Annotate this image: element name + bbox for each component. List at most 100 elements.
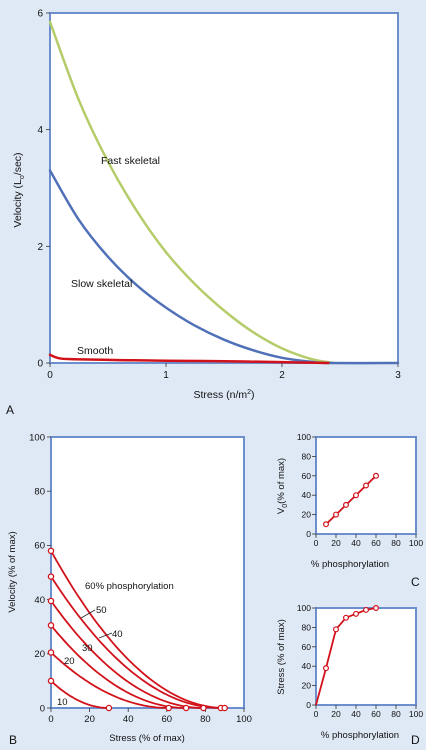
x-tick-label: 20 (84, 714, 95, 725)
y-tick-label: 0 (40, 703, 45, 714)
data-point (323, 521, 330, 528)
x-tick-label: 0 (47, 370, 53, 381)
panel-d-xlabel: % phosphorylation (321, 730, 399, 741)
x-tick-label: 60 (371, 538, 381, 548)
data-point (333, 626, 340, 633)
y-tick-label: 60 (302, 471, 312, 481)
panel-b-ticks: 0 20 40 60 80 100 0 20 40 60 80 100 (29, 432, 252, 725)
data-point (343, 614, 350, 621)
curve-20 (50, 651, 169, 709)
data-point (363, 606, 370, 613)
panel-label-d: D (411, 733, 420, 747)
panel-b-plot-area (50, 436, 245, 709)
x-tick-label: 40 (351, 538, 361, 548)
y-tick-label: 40 (34, 595, 45, 606)
y-tick-label: 100 (29, 432, 45, 443)
curve-label-30: 30 (82, 643, 93, 654)
marker-y-30 (47, 622, 55, 629)
y-tick-label: 6 (37, 9, 43, 20)
x-tick-label: 40 (123, 714, 134, 725)
x-tick-label: 2 (279, 370, 285, 381)
x-tick-label: 20 (331, 538, 341, 548)
panel-c-ylabel: V0(% of max) (276, 458, 289, 514)
panel-a-plot-area (49, 12, 399, 364)
x-tick-label: 100 (409, 709, 423, 719)
panel-a-xlabel: Stress (n/m2) (193, 389, 254, 401)
y-tick-label: 0 (37, 359, 43, 370)
x-tick-label: 80 (391, 709, 401, 719)
marker-y-10 (47, 677, 55, 685)
y-tick-label: 80 (302, 451, 312, 461)
y-tick-label: 40 (302, 661, 312, 671)
panel-label-a: A (6, 403, 14, 417)
y-tick-label: 0 (306, 529, 311, 539)
panel-label-b: B (9, 733, 17, 747)
y-tick-label: 20 (34, 649, 45, 660)
curve-label-40: 40 (112, 629, 123, 640)
panel-b: 0 20 40 60 80 100 0 20 40 60 80 100 60% phosphoryla… (7, 432, 252, 747)
curve-10 (50, 680, 109, 709)
marker-y-40 (47, 597, 55, 605)
marker-x-40 (200, 704, 207, 712)
x-tick-label: 80 (391, 538, 401, 548)
panel-a: 0 1 2 3 0 2 4 6 Fast skeletal Slow skeletal Smo… (6, 9, 401, 418)
panel-a-curves (48, 20, 400, 365)
x-tick-label: 0 (48, 714, 53, 725)
x-tick-label: 1 (163, 370, 169, 381)
marker-x-60-phosphorylation (221, 704, 228, 712)
panel-d-ticks: 0 20 40 60 80 100 0 20 40 60 80 100 (297, 603, 424, 719)
panel-b-xlabel: Stress (% of max) (109, 733, 185, 744)
panel-d-plot-area (315, 607, 417, 706)
data-point (343, 501, 350, 508)
fast-skeletal-label: Fast skeletal (101, 155, 160, 167)
y-tick-label: 60 (34, 541, 45, 552)
x-tick-label: 0 (314, 709, 319, 719)
marker-y-60-phosphorylation (47, 547, 55, 555)
data-point (323, 665, 330, 672)
y-tick-label: 100 (297, 603, 311, 613)
marker-x-20 (165, 704, 172, 712)
data-point (333, 511, 340, 518)
curve-50 (50, 576, 221, 709)
y-tick-label: 4 (37, 125, 43, 136)
x-tick-label: 20 (331, 709, 341, 719)
panel-b-ylabel: Velocity (% of max) (7, 531, 18, 612)
y-tick-label: 100 (297, 432, 311, 442)
data-point (373, 604, 380, 611)
panel-c-curve (323, 472, 380, 528)
x-tick-label: 0 (314, 538, 319, 548)
y-tick-label: 0 (306, 700, 311, 710)
fast-skeletal-curve (48, 20, 336, 365)
panel-c-ticks: 0 20 40 60 80 100 0 20 40 60 80 100 (297, 432, 424, 548)
y-tick-label: 20 (302, 681, 312, 691)
y-tick-label: 20 (302, 510, 312, 520)
panel-d-curve (315, 604, 380, 706)
panel-label-c: C (411, 575, 420, 589)
data-point (363, 482, 370, 489)
curve-30 (50, 624, 187, 709)
x-tick-label: 40 (351, 709, 361, 719)
panel-a-ticks: 0 1 2 3 0 2 4 6 (37, 9, 401, 382)
panel-d: 0 20 40 60 80 100 0 20 40 60 80 100 % phosphorylati… (276, 603, 423, 747)
panel-a-ylabel: Velocity (Lo/sec) (12, 152, 26, 227)
marker-y-50 (47, 573, 55, 580)
y-tick-label: 40 (302, 490, 312, 500)
y-tick-label: 80 (302, 622, 312, 632)
smooth-label: Smooth (77, 345, 113, 357)
x-tick-label: 100 (409, 538, 423, 548)
y-tick-label: 2 (37, 242, 43, 253)
x-tick-label: 60 (162, 714, 173, 725)
panel-c: 0 20 40 60 80 100 0 20 40 60 80 100 % phosphorylati… (276, 432, 423, 589)
curve-label-60: 60% phosphorylation (85, 581, 174, 592)
y-tick-label: 60 (302, 642, 312, 652)
data-point (353, 610, 360, 617)
leader-line-40 (98, 632, 113, 639)
marker-x-10 (105, 704, 113, 712)
y-tick-label: 80 (34, 487, 45, 498)
curve-label-10: 10 (57, 697, 68, 708)
marker-y-20 (47, 649, 55, 656)
curve-60-phosphorylation (50, 550, 225, 709)
data-point (373, 472, 380, 479)
leader-line-50 (80, 609, 96, 619)
